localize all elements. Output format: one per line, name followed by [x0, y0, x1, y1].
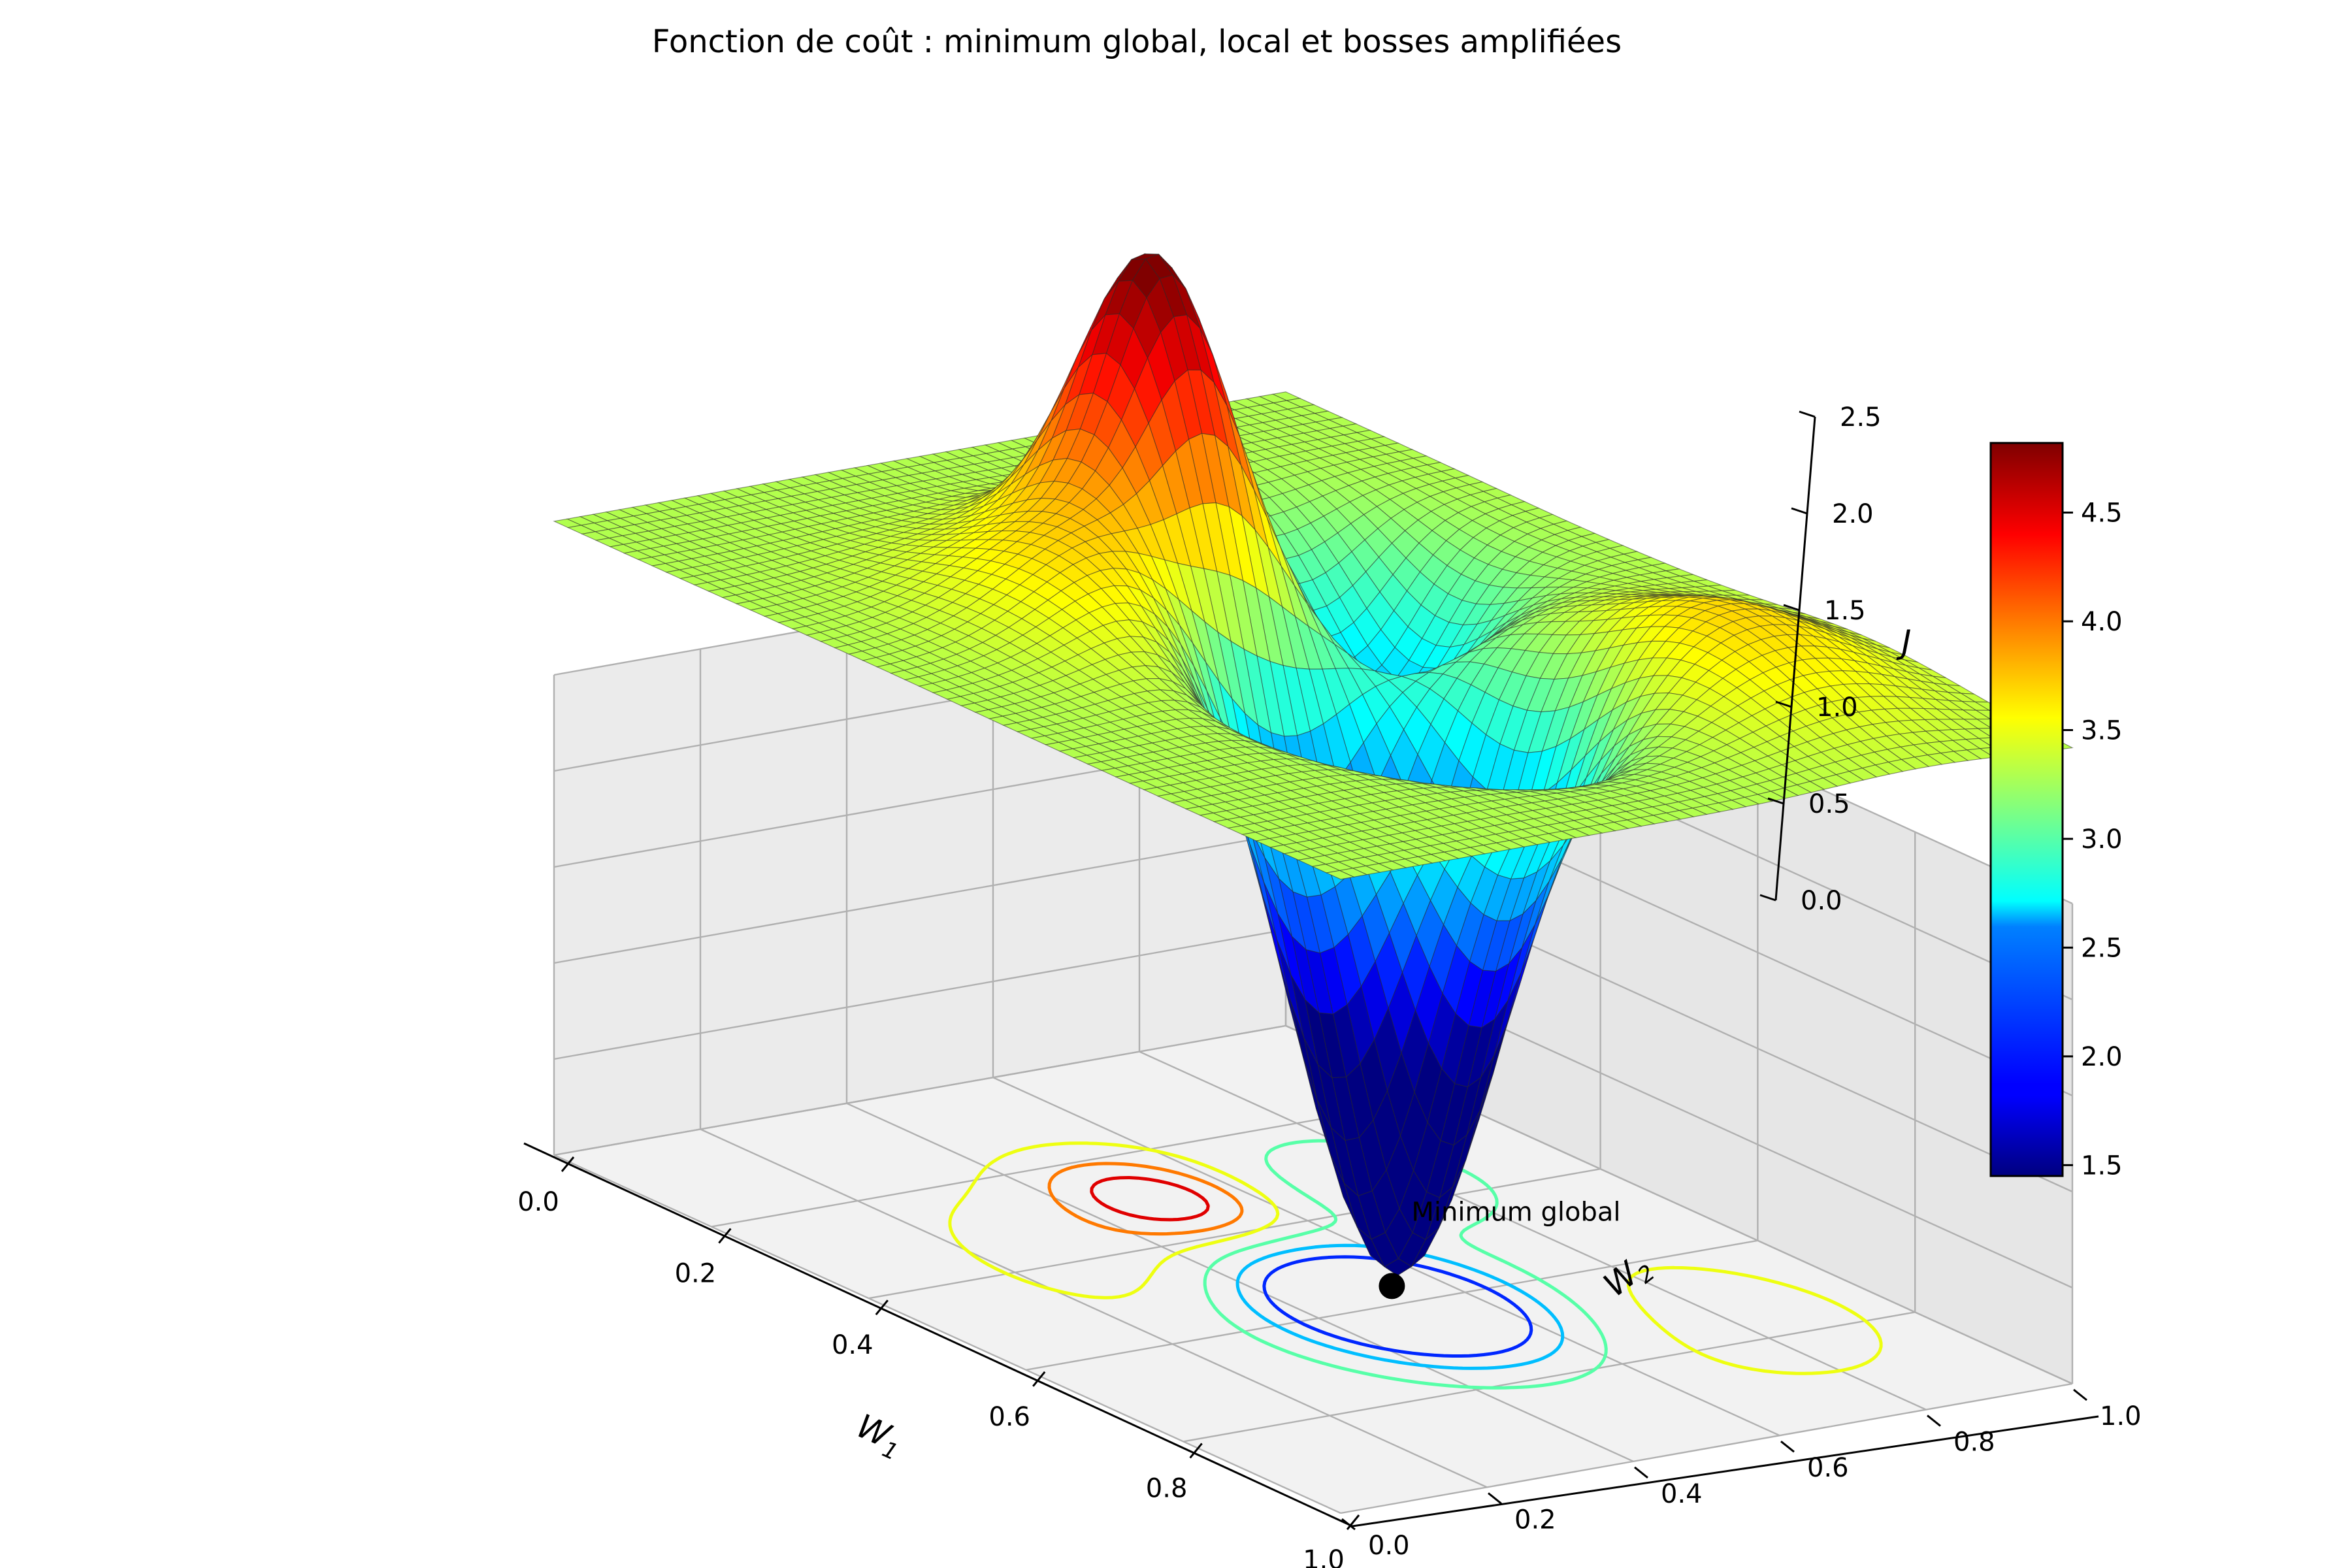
j-tick	[1791, 507, 1808, 515]
w1-tick-label: 1.0	[1303, 1545, 1345, 1568]
w2-tick-label: 0.4	[1661, 1479, 1703, 1509]
contour-lines	[948, 1139, 1883, 1390]
w2-tick-label: 1.0	[2100, 1401, 2142, 1431]
w1-axis-label-text: W1	[849, 1407, 909, 1466]
contour-level-4	[1047, 1162, 1244, 1236]
j-tick-label: 2.5	[1840, 402, 1882, 433]
j-tick	[1799, 410, 1816, 418]
w1-tick-label: 0.2	[675, 1259, 717, 1289]
global-minimum-label: Minimum global	[1411, 1197, 1620, 1227]
colorbar-tick-label: 3.5	[2081, 715, 2123, 745]
w2-tick-label: 0.6	[1807, 1453, 1849, 1483]
w1-axis-label: W1	[849, 1407, 909, 1466]
left-wall-gridline	[553, 832, 1286, 964]
w1-tick-label: 0.6	[988, 1402, 1030, 1432]
cost-surface	[553, 253, 2074, 1276]
floor-gridline	[1183, 1311, 1916, 1443]
w2-tick-label: 0.2	[1514, 1505, 1556, 1535]
w2-tick	[1634, 1466, 1648, 1478]
j-tick-label: 1.5	[1824, 596, 1866, 626]
floor-pane	[554, 1026, 2072, 1513]
w2-tick	[1488, 1492, 1502, 1505]
colorbar-tick-label: 2.0	[2081, 1042, 2123, 1072]
colorbar: 1.5 2.0 2.5 3.0 3.5 4.0 4.5	[1989, 442, 2123, 1181]
colorbar-tick-label: 1.5	[2081, 1151, 2123, 1181]
j-tick-label: 0.0	[1801, 886, 1842, 916]
floor-gridline	[553, 1154, 1341, 1514]
colorbar-tick-label: 3.0	[2081, 825, 2123, 855]
global-minimum-marker	[1379, 1273, 1405, 1299]
floor-gridline	[868, 1168, 1601, 1299]
w1-tick-label: 0.0	[517, 1187, 559, 1217]
colorbar-gradient	[1989, 442, 2064, 1177]
contour-level-4.5	[1090, 1176, 1210, 1222]
floor-gridline	[846, 1102, 1634, 1462]
w2-tick	[2073, 1388, 2087, 1401]
left-wall-gridline	[553, 1024, 1286, 1156]
floor-gridline	[1026, 1239, 1758, 1371]
chart-title: Fonction de coût : minimum global, local…	[652, 24, 1622, 60]
j-tick-label: 1.0	[1816, 693, 1858, 723]
colorbar-tick-label: 4.5	[2081, 498, 2123, 529]
w2-tick-label: 0.0	[1368, 1531, 1410, 1561]
floor-gridline	[700, 1128, 1488, 1488]
colorbar-tick-label: 4.0	[2081, 607, 2123, 637]
w2-tick	[1780, 1441, 1795, 1453]
colorbar-tick-label: 2.5	[2081, 933, 2123, 963]
floor-gridline	[1340, 1382, 2073, 1514]
contour-level-3	[1203, 1139, 1608, 1390]
w1-tick-label: 0.4	[832, 1330, 874, 1360]
j-tick-label: 2.0	[1832, 499, 1874, 529]
j-tick-label: 0.5	[1808, 789, 1850, 819]
w2-tick-label: 0.8	[1953, 1428, 1995, 1458]
w2-tick	[1927, 1414, 1941, 1427]
contour-level-3.5	[948, 1141, 1883, 1375]
floor-gridline	[1139, 1051, 1927, 1411]
left-wall-gridline	[553, 928, 1286, 1060]
w1-tick-label: 0.8	[1146, 1473, 1188, 1503]
